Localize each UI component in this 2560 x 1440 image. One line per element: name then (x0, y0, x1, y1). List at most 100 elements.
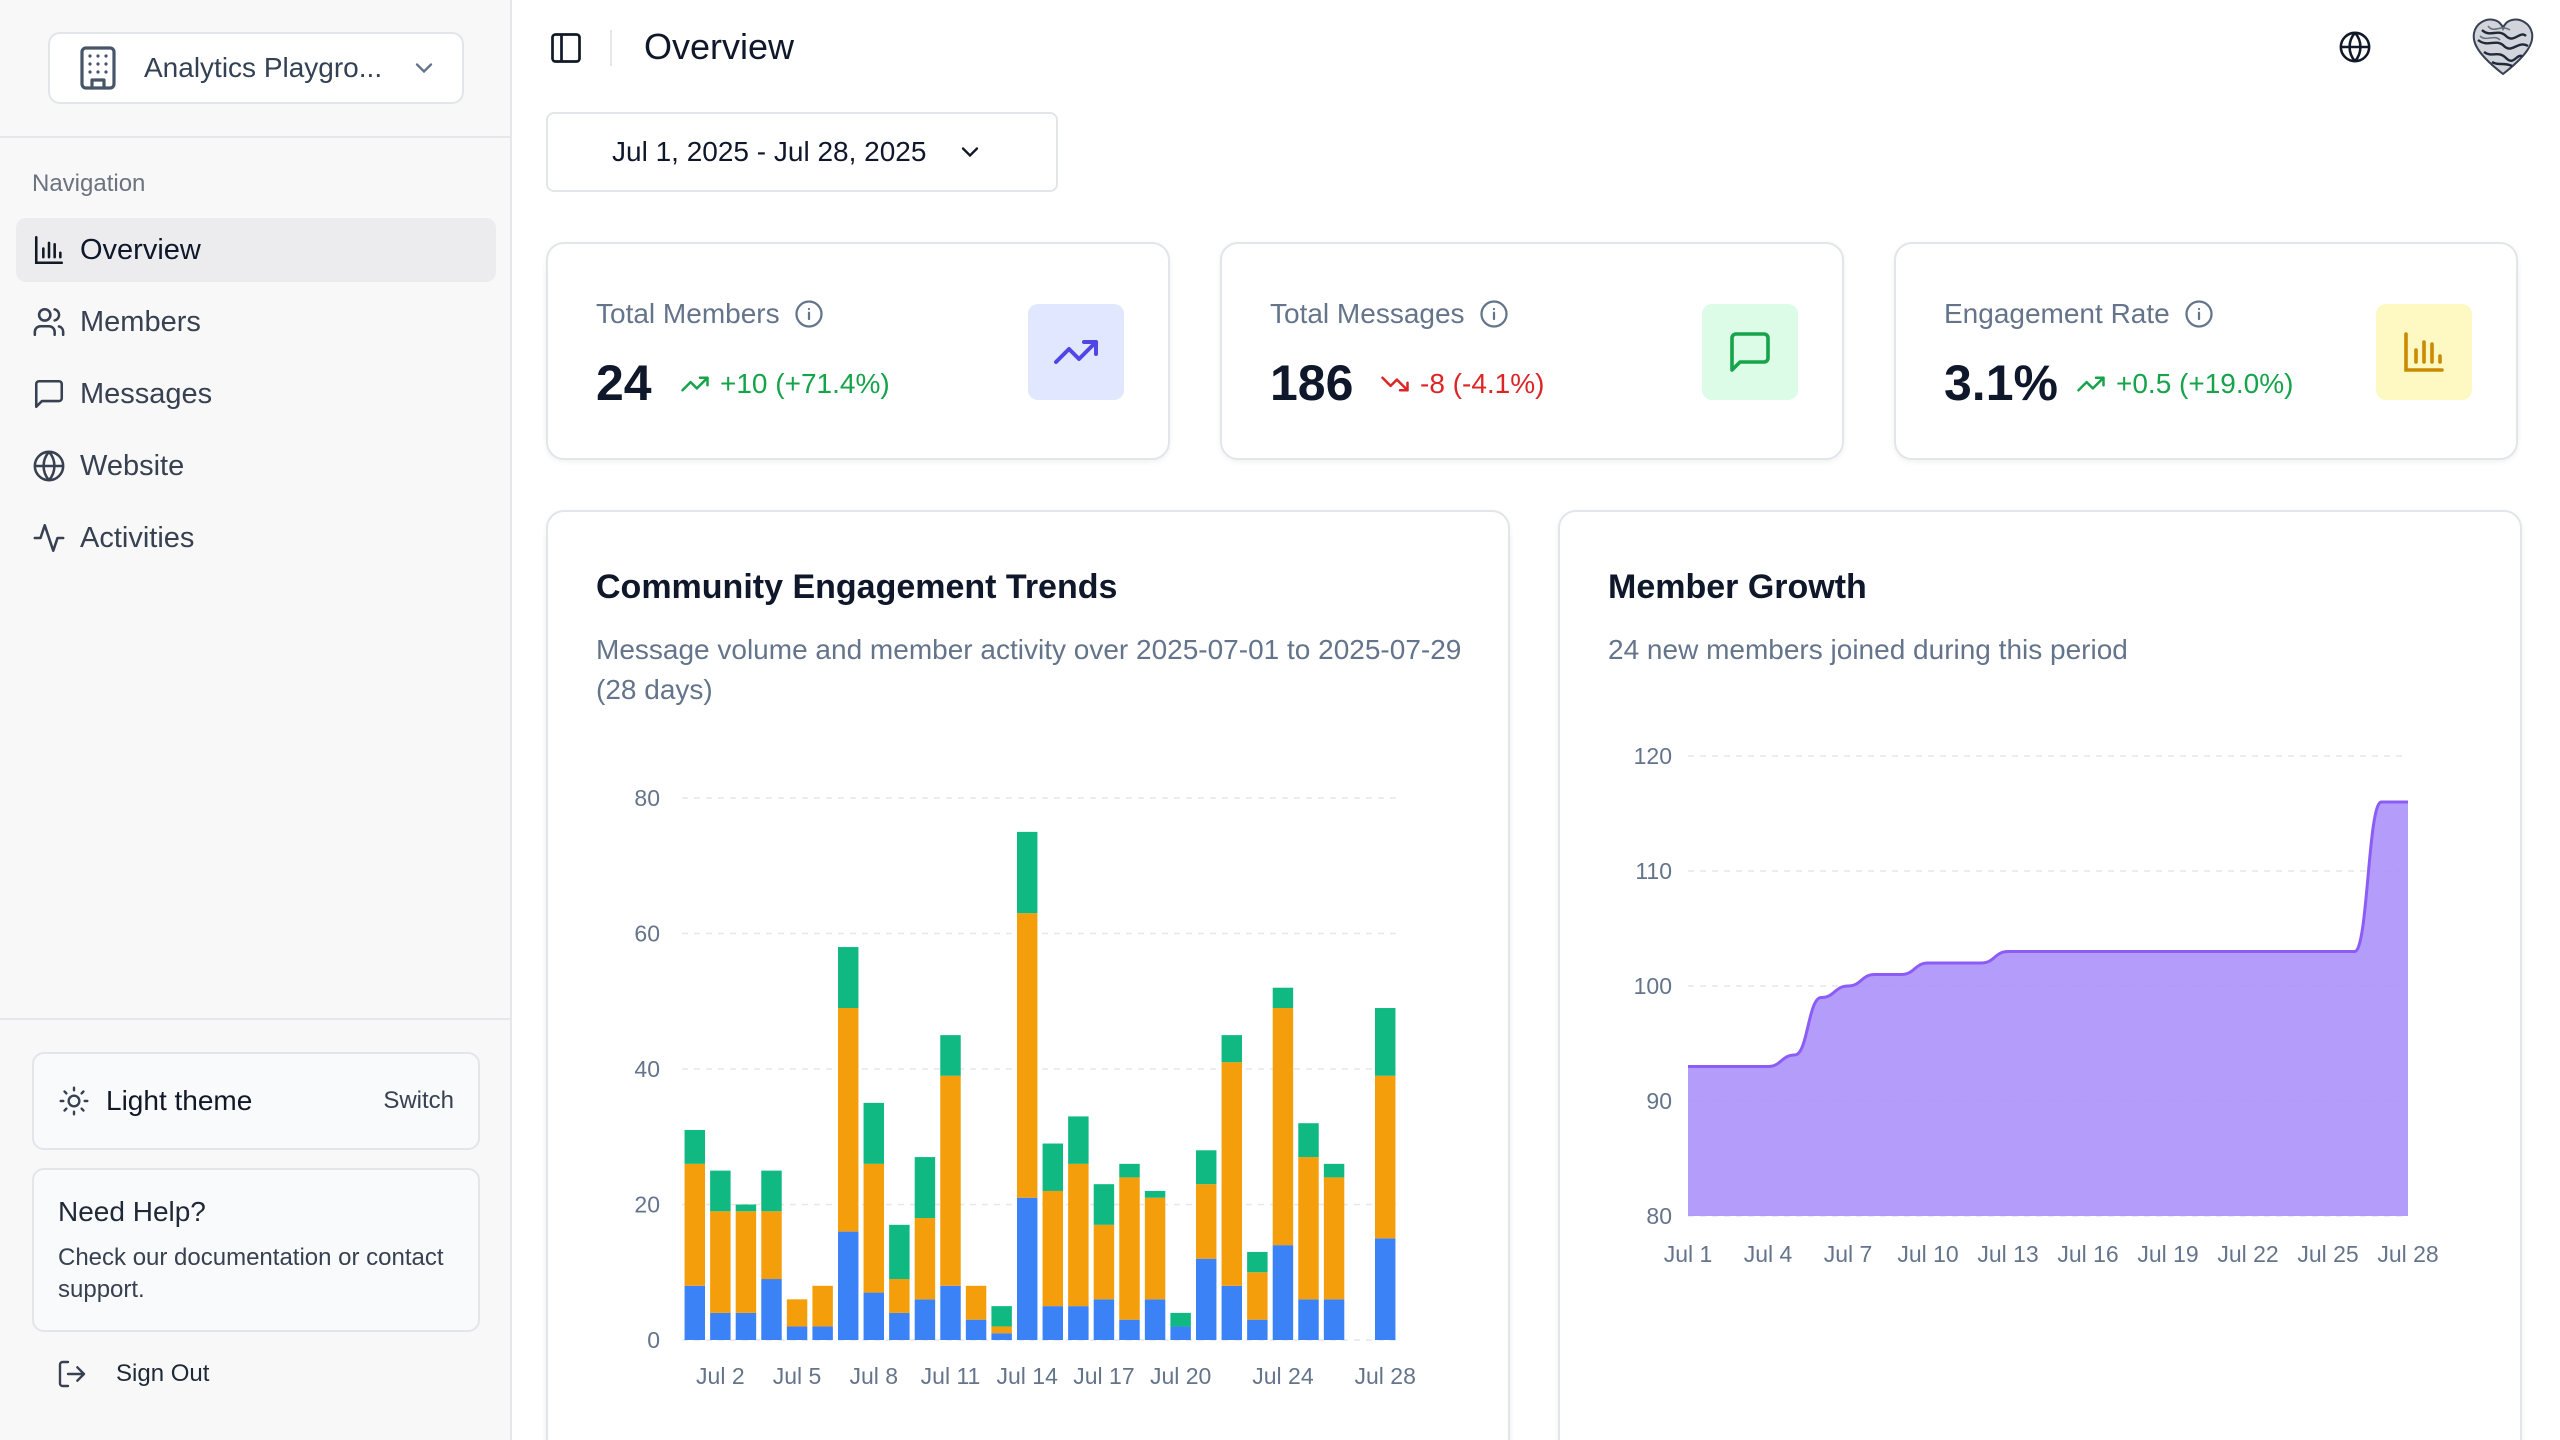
bar-segment-blue (1323, 1299, 1345, 1340)
x-tick-label: Jul 13 (1977, 1241, 2038, 1267)
bar-segment-orange (684, 1163, 706, 1286)
stat-change: -8 (-4.1%) (1380, 368, 1544, 400)
x-tick-label: Jul 22 (2217, 1241, 2278, 1267)
sidebar-divider (0, 136, 512, 138)
theme-toggle[interactable]: Light theme Switch (32, 1052, 480, 1150)
bar-segment-green (1144, 1190, 1166, 1198)
bar-segment-blue (1170, 1326, 1191, 1340)
bar-chart-icon (34, 235, 64, 265)
bar-segment-blue (1221, 1285, 1243, 1340)
bar-segment-green (1093, 1184, 1115, 1225)
bar-segment-green (991, 1306, 1012, 1327)
sign-out-button[interactable]: Sign Out (56, 1358, 209, 1390)
trending-up-icon (681, 376, 709, 392)
stat-card-total-members: Total Members 24 +10 (+71.4%) (546, 242, 1170, 460)
x-tick-label: Jul 20 (1150, 1363, 1211, 1389)
stat-change: +10 (+71.4%) (680, 368, 890, 400)
x-tick-label: Jul 28 (2377, 1241, 2438, 1267)
header-divider (610, 30, 612, 66)
y-tick-label: 40 (634, 1056, 660, 1082)
sidebar-item-label: Members (80, 305, 201, 338)
bar-segment-green (761, 1170, 782, 1212)
bar-segment-blue (1298, 1299, 1319, 1340)
bar-segment-blue (1272, 1245, 1294, 1340)
member-growth-area-chart: 80 90 100 110 120 Jul 1 Jul 4 Jul 7 Jul 10 Jul 13… (1634, 743, 2439, 1267)
x-tick-label: Jul 25 (2297, 1241, 2358, 1267)
bar-segment-orange (1272, 1008, 1294, 1246)
x-tick-label: Jul 5 (773, 1363, 822, 1389)
member-growth-area (1688, 802, 2408, 1216)
date-range-picker[interactable]: Jul 1, 2025 - Jul 28, 2025 (546, 112, 1058, 192)
bar-segment-blue (1068, 1306, 1089, 1340)
engagement-bar-chart: 0 20 40 60 80 Jul 2 Jul 5 Jul 8 Jul 11 Jul 14 Jul … (634, 785, 1415, 1389)
bar-segment-orange (1195, 1184, 1217, 1259)
bar-segment-orange (812, 1285, 833, 1327)
theme-switch-button[interactable]: Switch (383, 1087, 454, 1114)
x-tick-label: Jul 10 (1897, 1241, 1958, 1267)
bar-segment-green (940, 1035, 961, 1076)
sidebar-toggle-icon[interactable] (548, 30, 584, 66)
stat-value: 186 (1270, 355, 1354, 411)
globe-icon (33, 450, 65, 482)
bar-segment-blue (1144, 1299, 1166, 1340)
bar-segment-blue (837, 1231, 859, 1340)
stat-value: 3.1% (1944, 355, 2058, 411)
avatar[interactable] (2470, 16, 2536, 78)
stat-change-text: +0.5 (+19.0%) (2116, 368, 2294, 399)
y-tick-label: 20 (634, 1192, 660, 1218)
sidebar-item-overview[interactable]: Overview (16, 218, 496, 282)
bar-segment-green (1323, 1163, 1345, 1178)
logout-icon (58, 1360, 86, 1388)
bar-segment-blue (1016, 1197, 1038, 1340)
bar-segment-green (1221, 1035, 1243, 1063)
bar-segment-orange (965, 1285, 987, 1320)
sidebar-item-messages[interactable]: Messages (16, 362, 496, 426)
bar-segment-blue (1247, 1319, 1268, 1340)
bar-segment-orange (914, 1218, 936, 1300)
chevron-down-icon (415, 63, 433, 74)
language-globe-icon[interactable] (2338, 30, 2372, 64)
bar-segment-orange (863, 1163, 885, 1293)
bar-segment-green (735, 1204, 757, 1212)
bar-segment-blue (914, 1299, 936, 1340)
sidebar-item-activities[interactable]: Activities (16, 506, 496, 570)
sidebar-item-label: Activities (80, 521, 195, 554)
sign-out-label: Sign Out (116, 1360, 210, 1387)
stat-icon-box (1702, 304, 1798, 400)
stat-change: +0.5 (+19.0%) (2076, 368, 2293, 400)
stat-label: Engagement Rate (1944, 298, 2214, 330)
bar-segment-blue (1195, 1258, 1217, 1340)
bar-segment-orange (1093, 1224, 1115, 1300)
y-tick-label: 120 (1634, 743, 1672, 769)
stat-label-text: Total Messages (1270, 298, 1465, 329)
bar-segment-green (1195, 1150, 1217, 1185)
info-icon[interactable] (794, 299, 824, 329)
info-icon[interactable] (2184, 299, 2214, 329)
x-tick-label: Jul 17 (1073, 1363, 1134, 1389)
trending-up-icon (1054, 340, 1098, 364)
member-growth-chart-card: Member Growth 24 new members joined duri… (1558, 510, 2522, 1440)
sidebar-item-members[interactable]: Members (16, 290, 496, 354)
trending-up-icon (2077, 376, 2105, 392)
bar-segment-orange (1068, 1163, 1089, 1307)
bar-segment-green (889, 1224, 910, 1280)
stat-card-engagement-rate: Engagement Rate 3.1% +0.5 (+19.0%) (1894, 242, 2518, 460)
bar-segment-blue (761, 1279, 782, 1340)
bar-segment-blue (1042, 1306, 1064, 1340)
bar-segment-green (710, 1170, 731, 1212)
x-tick-label: Jul 8 (849, 1363, 898, 1389)
info-icon[interactable] (1479, 299, 1509, 329)
sun-icon (59, 1086, 89, 1116)
bar-segment-green (1272, 987, 1294, 1009)
workspace-name: Analytics Playgro... (144, 52, 383, 83)
users-icon (33, 307, 65, 337)
bar-segment-blue (965, 1319, 987, 1340)
bar-segment-green (863, 1102, 885, 1164)
activity-icon (33, 523, 65, 553)
sidebar-item-website[interactable]: Website (16, 434, 496, 498)
bar-segment-blue (1093, 1299, 1115, 1340)
bar-chart-icon (2404, 332, 2444, 372)
workspace-switcher[interactable]: Analytics Playgro... (48, 32, 464, 104)
bar-segment-orange (735, 1211, 757, 1313)
stat-label-text: Total Members (596, 298, 780, 329)
